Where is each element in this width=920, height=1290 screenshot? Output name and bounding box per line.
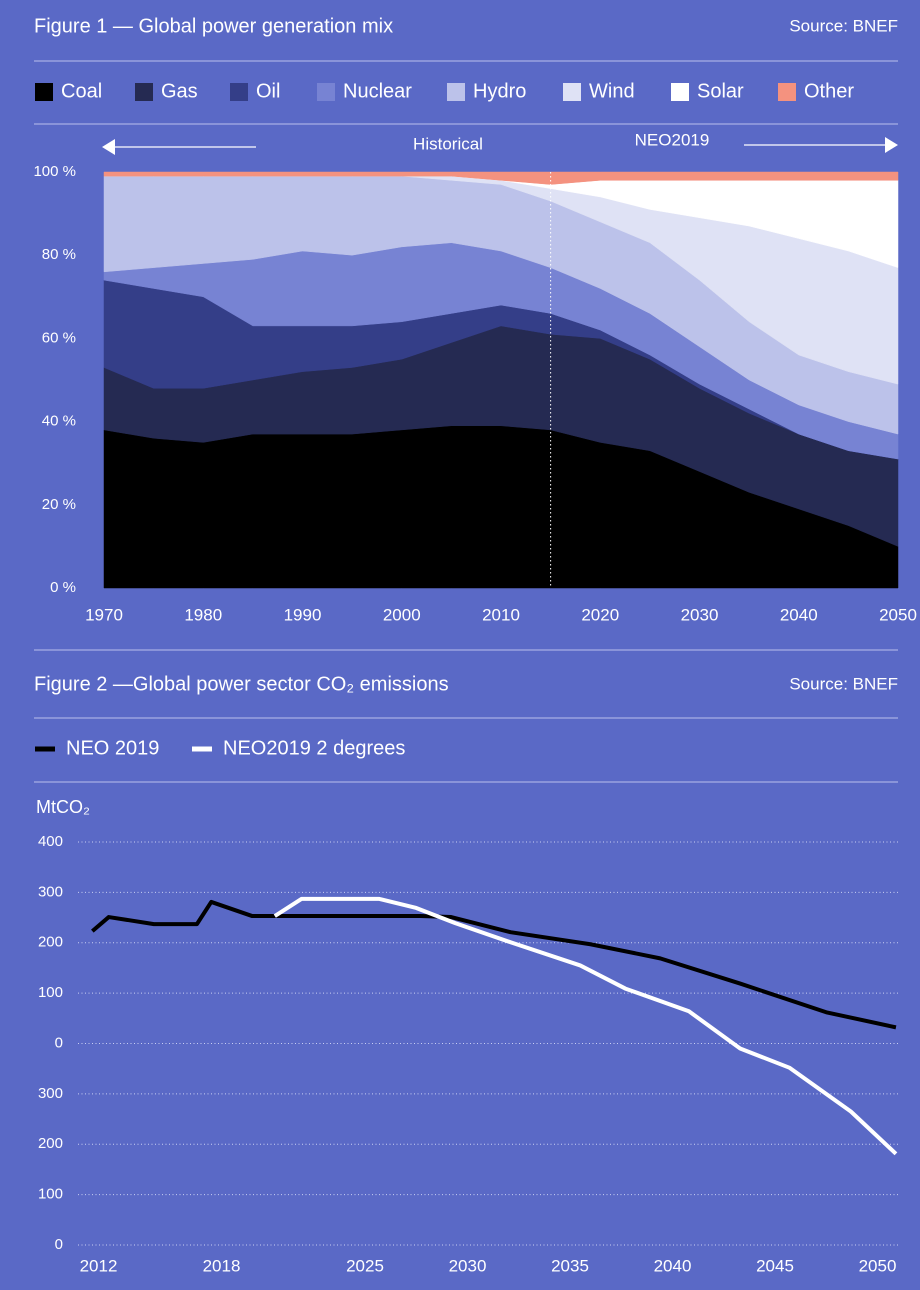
legend-label: NEO 2019	[66, 737, 159, 759]
y-tick-label: 0	[55, 1034, 63, 1051]
figure-title: Figure 1 — Global power generation mix	[34, 15, 393, 37]
x-tick-label: 2050	[859, 1256, 897, 1275]
legend-label: Oil	[256, 80, 280, 102]
y-tick-label: 300	[38, 883, 63, 900]
legend-swatch	[671, 83, 689, 101]
legend-swatch	[230, 83, 248, 101]
source: Source: BNEF	[789, 16, 898, 35]
legend-swatch	[135, 83, 153, 101]
y-tick-label: 100	[38, 1186, 63, 1203]
legend-label: NEO2019 2 degrees	[223, 737, 405, 759]
y-tick-label: 400	[38, 833, 63, 850]
y-tick-label: 0	[55, 1236, 63, 1253]
y-tick-label: 300	[38, 1085, 63, 1102]
x-tick-label: 2020	[581, 605, 619, 624]
legend-swatch	[35, 83, 53, 101]
legend-label: Solar	[697, 80, 744, 102]
legend-label: Gas	[161, 80, 198, 102]
y-tick-label: 100	[38, 984, 63, 1001]
x-tick-label: 2018	[203, 1256, 241, 1275]
x-tick-label: 2030	[681, 605, 719, 624]
figure-title: Figure 2 —Global power sector CO₂ emissi…	[34, 673, 449, 695]
x-tick-label: 2035	[551, 1256, 589, 1275]
y-axis-label: MtCO₂	[36, 797, 90, 817]
annotation: NEO2019	[635, 130, 710, 149]
x-tick-label: 2000	[383, 605, 421, 624]
x-tick-label: 1990	[284, 605, 322, 624]
x-tick-label: 2050	[879, 605, 917, 624]
legend-label: Hydro	[473, 80, 526, 102]
legend-swatch	[447, 83, 465, 101]
x-tick-label: 2030	[449, 1256, 487, 1275]
x-tick-label: 2025	[346, 1256, 384, 1275]
source: Source: BNEF	[789, 674, 898, 693]
legend-swatch	[778, 83, 796, 101]
x-tick-label: 2040	[780, 605, 818, 624]
y-tick-label: 0 %	[50, 579, 76, 596]
area	[103, 171, 899, 185]
legend-label: Other	[804, 80, 854, 102]
legend-label: Coal	[61, 80, 102, 102]
annotation: Historical	[413, 134, 483, 153]
x-tick-label: 2040	[654, 1256, 692, 1275]
x-tick-label: 1980	[184, 605, 222, 624]
line	[91, 899, 897, 1030]
x-tick-label: 2010	[482, 605, 520, 624]
legend-label: Wind	[589, 80, 635, 102]
y-tick-label: 40 %	[42, 413, 76, 430]
y-tick-label: 200	[38, 1135, 63, 1152]
y-tick-label: 60 %	[42, 329, 76, 346]
x-tick-label: 1970	[85, 605, 123, 624]
y-tick-label: 200	[38, 934, 63, 951]
arrow-right	[744, 137, 898, 153]
legend-label: Nuclear	[343, 80, 412, 102]
line	[273, 896, 898, 1156]
legend-swatch	[317, 83, 335, 101]
x-tick-label: 2012	[80, 1256, 118, 1275]
x-tick-label: 2045	[756, 1256, 794, 1275]
y-tick-label: 20 %	[42, 496, 76, 513]
y-tick-label: 80 %	[42, 246, 76, 263]
arrow-left	[102, 139, 256, 155]
y-tick-label: 100 %	[33, 163, 76, 180]
legend-swatch	[563, 83, 581, 101]
